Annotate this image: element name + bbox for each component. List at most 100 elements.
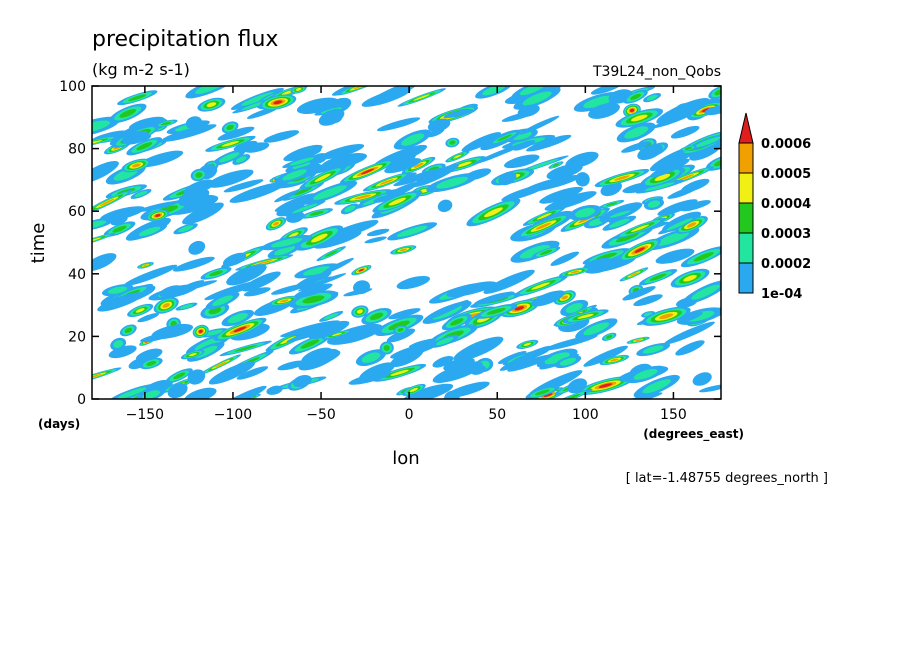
precip-contour bbox=[293, 187, 313, 196]
precip-contour bbox=[683, 274, 697, 282]
precip-contour bbox=[645, 182, 675, 191]
precip-contour bbox=[437, 199, 453, 213]
precip-contour bbox=[296, 97, 340, 114]
precip-contour bbox=[608, 218, 630, 228]
precip-contour bbox=[135, 308, 145, 313]
precip-contour bbox=[637, 143, 663, 161]
precip-contour bbox=[226, 124, 234, 131]
precip-contour bbox=[443, 109, 474, 118]
precip-contour bbox=[531, 290, 565, 307]
precip-contour bbox=[634, 247, 645, 253]
precip-contour bbox=[408, 338, 437, 348]
precip-contour bbox=[123, 264, 178, 287]
precip-contour bbox=[450, 318, 464, 326]
precip-contour bbox=[173, 372, 186, 380]
precip-contour bbox=[714, 89, 721, 96]
precip-contour bbox=[570, 270, 580, 274]
precip-contour bbox=[263, 130, 300, 143]
precip-contour bbox=[432, 356, 454, 368]
precip-contour bbox=[280, 324, 329, 337]
precip-contour bbox=[694, 136, 721, 148]
precip-contour bbox=[631, 114, 648, 122]
precip-contour bbox=[550, 251, 580, 266]
precip-contour bbox=[294, 270, 332, 290]
precip-contour bbox=[309, 211, 324, 216]
precip-contour bbox=[217, 126, 255, 141]
y-tick-label: 100 bbox=[59, 79, 86, 95]
precip-contour bbox=[242, 271, 281, 292]
precip-contour bbox=[136, 142, 153, 151]
precip-contour bbox=[121, 130, 150, 145]
precip-contour bbox=[388, 197, 406, 206]
x-tick-label: −100 bbox=[214, 407, 252, 423]
precip-contour bbox=[356, 309, 363, 314]
chart-title: precipitation flux bbox=[92, 27, 278, 52]
precip-contour bbox=[497, 134, 512, 142]
precip-contour bbox=[484, 207, 503, 218]
x-axis-label: lon bbox=[392, 448, 419, 469]
precip-contour bbox=[348, 371, 391, 385]
chart-units: (kg m-2 s-1) bbox=[92, 60, 190, 79]
precip-contour bbox=[499, 345, 552, 371]
precip-contour bbox=[522, 91, 552, 106]
precip-contour bbox=[207, 169, 254, 188]
precip-contour bbox=[654, 173, 671, 181]
precip-contour bbox=[629, 272, 639, 277]
precip-contour bbox=[436, 176, 469, 189]
precip-contour bbox=[135, 348, 163, 362]
x-tick-label: 100 bbox=[572, 407, 599, 423]
precip-contour bbox=[178, 188, 210, 207]
precip-contour bbox=[289, 157, 314, 166]
precip-contour bbox=[670, 125, 700, 139]
precip-contour bbox=[308, 320, 350, 340]
precip-contour bbox=[195, 86, 227, 94]
precip-contour bbox=[344, 205, 356, 213]
precip-contour bbox=[388, 308, 421, 320]
precip-contour bbox=[649, 273, 667, 281]
precip-contour bbox=[453, 154, 462, 159]
precip-contour bbox=[187, 369, 206, 385]
precip-contour bbox=[236, 366, 269, 380]
colorbar-swatch bbox=[738, 202, 754, 234]
precip-contour bbox=[546, 163, 583, 180]
precip-contour bbox=[583, 345, 628, 367]
precip-contour bbox=[128, 94, 147, 101]
precip-contour bbox=[456, 161, 472, 168]
precip-contour bbox=[535, 222, 552, 230]
precip-contour bbox=[229, 182, 285, 203]
precip-contour bbox=[622, 286, 656, 301]
precip-contour bbox=[161, 124, 217, 142]
precip-contour bbox=[366, 228, 390, 237]
precip-contour bbox=[565, 302, 583, 313]
precip-contour bbox=[667, 185, 699, 199]
precip-contour bbox=[376, 117, 421, 132]
colorbar-label: 0.0003 bbox=[761, 227, 811, 242]
precip-contour bbox=[143, 264, 148, 267]
precip-contour bbox=[634, 339, 642, 342]
x-tick-label: 50 bbox=[488, 407, 506, 423]
precip-contour bbox=[461, 132, 502, 152]
precip-contour bbox=[396, 275, 431, 290]
precip-contour bbox=[204, 329, 223, 336]
precip-contour bbox=[552, 163, 560, 167]
precip-contour bbox=[687, 222, 697, 228]
precip-contour bbox=[432, 361, 483, 383]
precip-contour bbox=[146, 360, 157, 366]
precip-contour bbox=[598, 383, 613, 388]
precip-contour bbox=[92, 237, 102, 243]
precip-contour bbox=[684, 147, 692, 150]
precip-contour bbox=[575, 207, 596, 218]
precip-contour bbox=[567, 378, 588, 394]
precip-contour bbox=[364, 236, 387, 244]
precip-contour bbox=[277, 360, 306, 371]
colorbar-swatch bbox=[738, 232, 754, 264]
precip-contour bbox=[514, 306, 525, 311]
precip-contour bbox=[390, 348, 424, 368]
precip-contour bbox=[354, 194, 372, 200]
precip-contour bbox=[512, 140, 536, 151]
y-axis-label: time bbox=[28, 223, 49, 264]
precip-contour bbox=[544, 191, 597, 211]
precip-contour bbox=[633, 294, 663, 307]
precip-contour bbox=[630, 224, 650, 232]
precip-contour bbox=[113, 340, 124, 348]
